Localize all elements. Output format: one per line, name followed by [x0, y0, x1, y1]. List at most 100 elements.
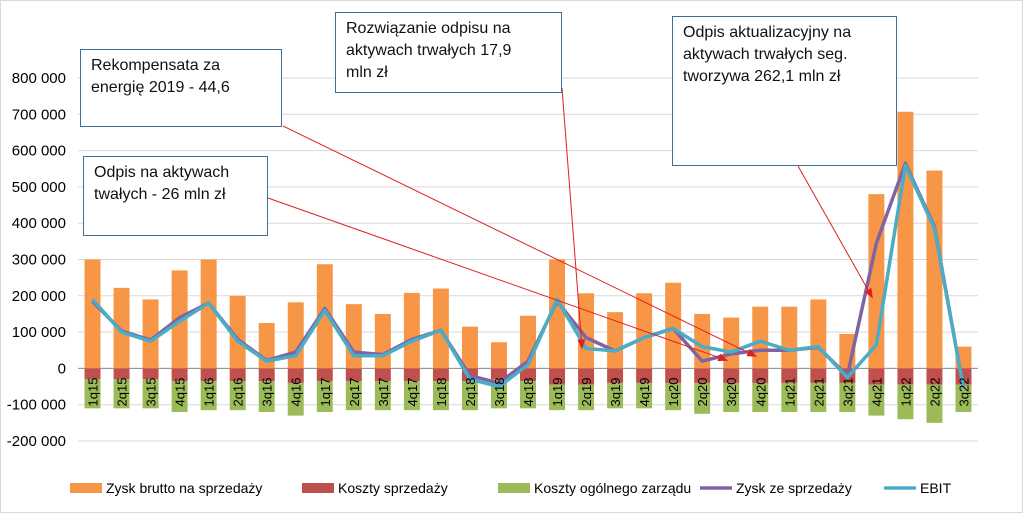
x-category-label: 4q20: [753, 378, 768, 407]
y-tick-label: -100 000: [7, 397, 66, 414]
bar: [345, 368, 362, 382]
bar: [897, 384, 914, 420]
bar: [810, 368, 827, 383]
bar: [316, 381, 333, 412]
bars: [84, 111, 972, 423]
x-category-label: 4q17: [405, 378, 420, 407]
x-category-label: 4q16: [289, 378, 304, 407]
legend-swatch: [302, 483, 334, 493]
annotation-arrow: [797, 165, 873, 299]
bar: [781, 382, 798, 412]
bar: [839, 382, 856, 412]
bar: [461, 326, 478, 369]
x-category-label: 2q20: [695, 378, 710, 407]
bar: [607, 368, 624, 383]
bar: [752, 382, 769, 412]
x-category-label: 3q20: [724, 378, 739, 407]
x-category-label: 2q16: [231, 378, 246, 407]
x-category-label: 4q18: [521, 378, 536, 407]
x-category-label: 3q19: [608, 378, 623, 407]
bar: [955, 384, 972, 412]
bar: [229, 381, 246, 411]
bar: [578, 384, 595, 411]
bar: [868, 384, 885, 416]
x-category-label: 3q16: [260, 378, 275, 407]
x-category-label: 2q17: [347, 378, 362, 407]
legend-swatch: [70, 483, 102, 493]
bar: [229, 295, 246, 369]
bar: [897, 111, 914, 369]
bar: [694, 368, 711, 383]
bar: [578, 368, 595, 385]
bar: [926, 384, 943, 423]
bar: [113, 287, 130, 369]
bar: [142, 368, 159, 380]
bar: [171, 368, 188, 382]
legend-label: EBIT: [920, 480, 952, 496]
x-axis-categories: 1q15 2q15 3q15 4q15 1q16 2q16 3q16 4q16 1q17 2q17…: [86, 378, 972, 407]
bar: [636, 368, 653, 383]
bar: [752, 306, 769, 369]
bar: [810, 382, 827, 412]
bar: [926, 170, 943, 369]
bar: [520, 381, 536, 409]
bar: [549, 368, 566, 385]
bar: [432, 288, 449, 369]
bar: [84, 368, 101, 380]
series-line: [91, 163, 966, 389]
bar: [781, 306, 798, 369]
bar: [607, 312, 624, 369]
annotation-arrow: [267, 197, 729, 362]
y-tick-label: 0: [58, 360, 66, 377]
bar: [723, 382, 740, 412]
y-tick-label: -200 000: [7, 433, 66, 450]
legend-label: Koszty sprzedaży: [338, 480, 448, 496]
bar: [636, 382, 653, 409]
y-tick-label: 600 000: [12, 143, 66, 160]
bar: [345, 304, 362, 369]
bar: [200, 368, 217, 382]
bar: [868, 368, 885, 385]
legend-swatch: [498, 483, 530, 493]
bar: [142, 379, 159, 409]
x-category-label: 1q22: [898, 378, 913, 407]
x-category-label: 2q21: [811, 378, 826, 407]
legend-label: Koszty ogólnego zarządu: [534, 480, 691, 496]
bar: [752, 368, 769, 383]
bar: [374, 368, 391, 382]
bar: [665, 382, 682, 411]
bar: [432, 368, 449, 382]
x-category-label: 2q22: [927, 378, 942, 407]
bar: [549, 259, 566, 369]
y-tick-label: 400 000: [12, 215, 66, 232]
annotation-arrow: [561, 87, 586, 350]
y-tick-label: 300 000: [12, 252, 66, 269]
bar: [113, 379, 130, 409]
bar: [113, 368, 130, 380]
annotation-odpis-26: Odpis na aktywach twałych - 26 mln zł: [83, 156, 268, 236]
bar: [490, 342, 507, 369]
x-category-label: 2q15: [115, 378, 130, 407]
bar: [520, 368, 536, 382]
bar: [316, 368, 333, 382]
annotation-arrows: [267, 87, 873, 362]
y-tick-label: 200 000: [12, 288, 66, 305]
x-category-label: 3q21: [840, 378, 855, 407]
legend-label: Zysk ze sprzedaży: [736, 480, 852, 496]
bar: [403, 292, 420, 369]
y-tick-label: 700 000: [12, 106, 66, 123]
bar: [84, 379, 101, 409]
legend-label: Zysk brutto na sprzedaży: [106, 480, 262, 496]
legend: Zysk brutto na sprzedaży Koszty sprzedaży…: [70, 480, 952, 496]
bar: [142, 299, 159, 369]
annotation-arrow: [282, 125, 758, 357]
bar: [316, 264, 333, 369]
x-category-label: 2q18: [463, 378, 478, 407]
x-category-label: 3q17: [376, 378, 391, 407]
x-category-label: 1q16: [202, 378, 217, 407]
bar: [490, 368, 507, 380]
x-category-label: 2q19: [579, 378, 594, 407]
x-category-label: 4q15: [173, 378, 188, 407]
x-category-label: 1q18: [434, 378, 449, 407]
bar: [461, 381, 478, 411]
